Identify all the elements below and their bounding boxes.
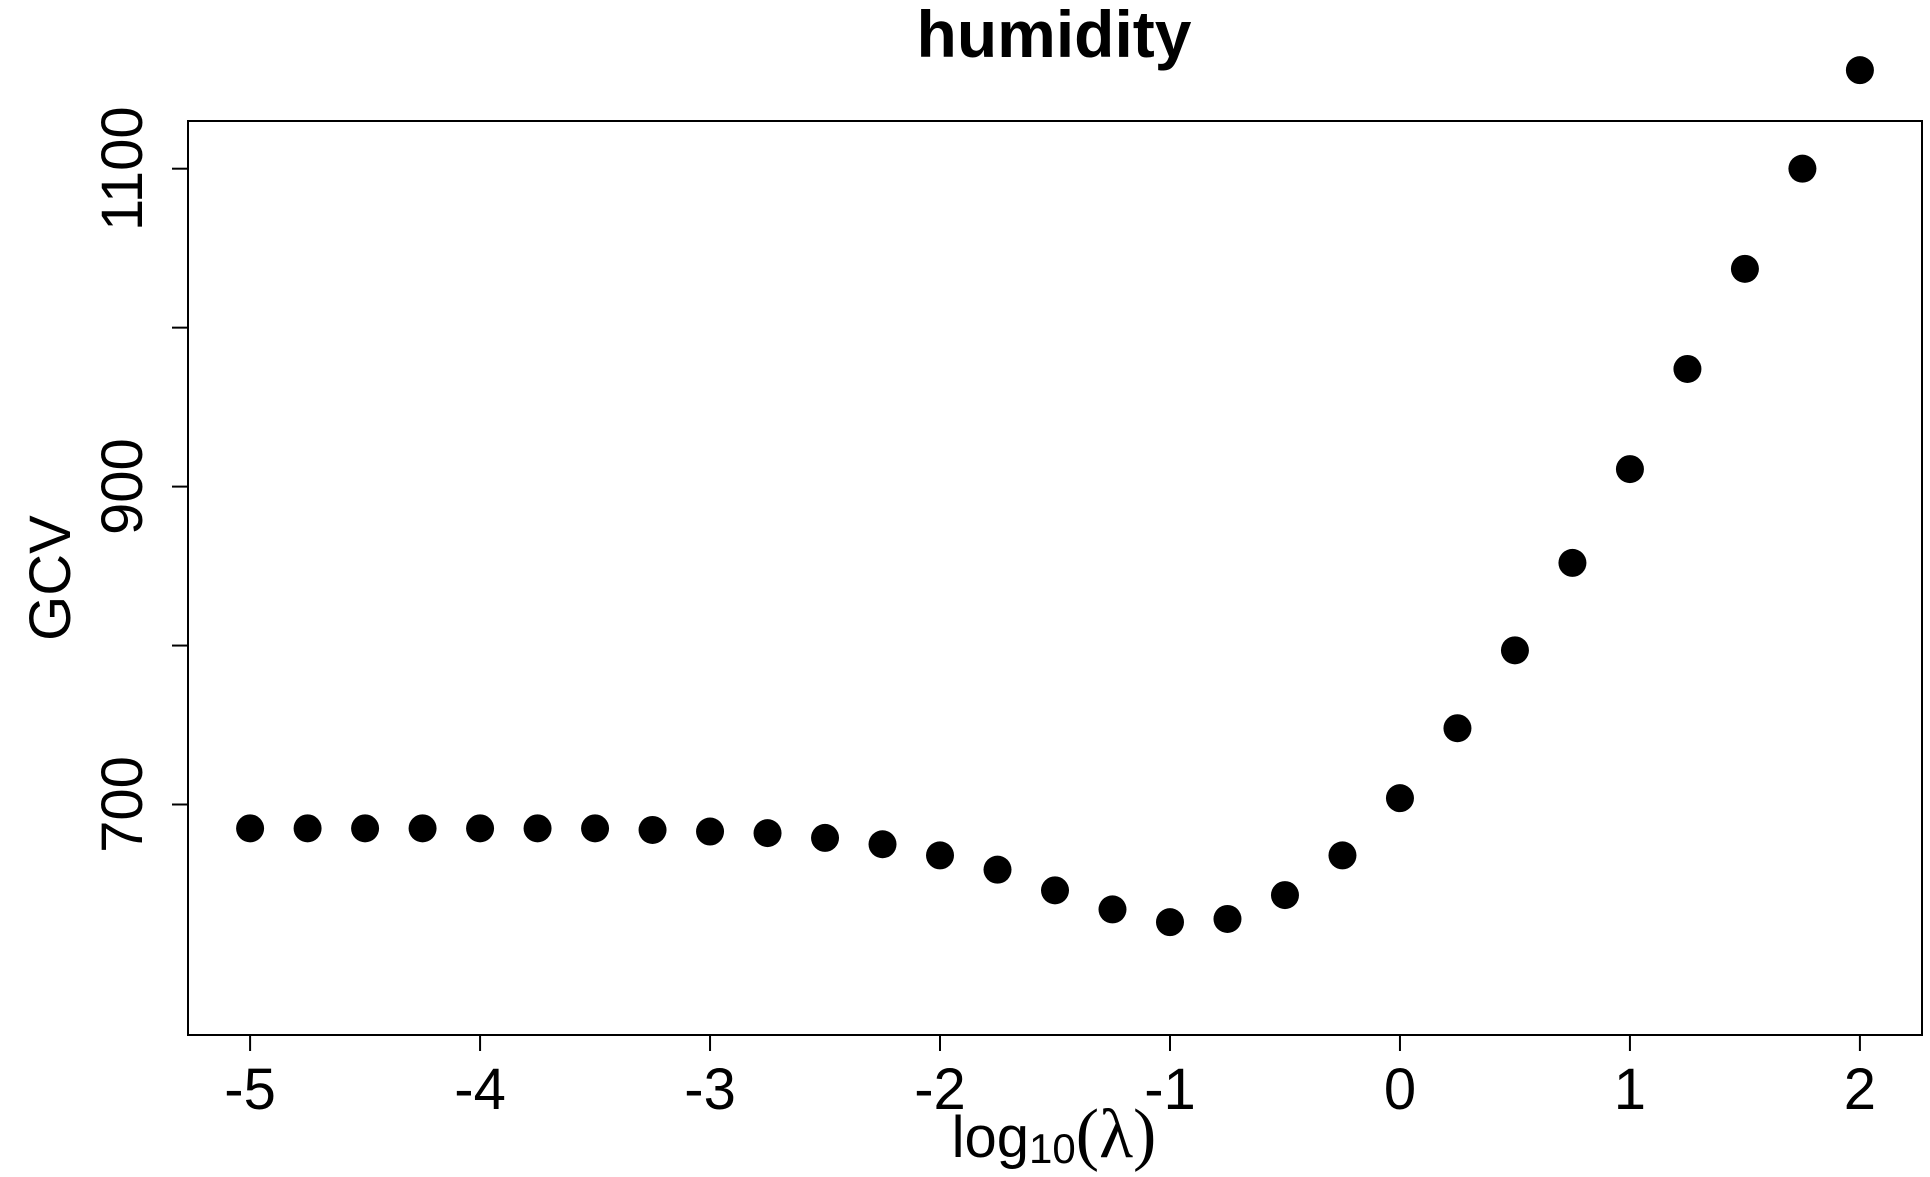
data-point [926, 841, 955, 870]
data-point [236, 814, 265, 843]
data-point [1385, 784, 1414, 813]
x-tick-label: -5 [224, 1057, 276, 1122]
data-point [1558, 548, 1587, 577]
x-axis-title: log10(λ) [952, 1096, 1157, 1173]
x-tick-label: 0 [1384, 1057, 1416, 1122]
x-tick-label: -2 [914, 1057, 966, 1122]
x-axis: -5 -4 -3 -2 -1 0 1 2 [224, 1034, 1876, 1122]
x-axis-title-lambda: λ [1099, 1096, 1133, 1173]
y-tick-label: 1100 [90, 106, 155, 231]
data-point [811, 823, 840, 852]
data-point [1041, 876, 1069, 905]
y-axis: 700 900 1100 [90, 106, 189, 853]
x-axis-title-open-paren: ( [1076, 1096, 1099, 1173]
data-point [638, 815, 667, 844]
data-point [1155, 908, 1184, 937]
data-point [1213, 904, 1242, 933]
data-point [1270, 881, 1299, 910]
data-point [1443, 714, 1472, 743]
x-tick-label: -3 [684, 1057, 736, 1122]
data-point [293, 814, 322, 843]
data-point [1730, 254, 1759, 283]
data-points [236, 56, 1874, 937]
data-point [1098, 895, 1127, 924]
data-point [581, 814, 610, 843]
data-point [696, 817, 725, 846]
x-tick-label: 1 [1614, 1057, 1646, 1122]
data-point [868, 830, 897, 859]
x-tick-label: 2 [1844, 1057, 1876, 1122]
data-point [1845, 56, 1874, 85]
x-tick-label: -4 [454, 1057, 506, 1122]
data-point [1500, 636, 1529, 665]
data-point [1328, 841, 1357, 870]
data-point [1615, 455, 1644, 484]
data-point [523, 814, 552, 843]
x-axis-title-subscript: 10 [1029, 1125, 1076, 1172]
data-point [351, 814, 380, 843]
x-axis-title-base: log [952, 1105, 1029, 1170]
y-tick-label: 700 [90, 756, 155, 853]
y-tick-label: 900 [90, 438, 155, 535]
data-point [1788, 154, 1817, 183]
y-axis-title: GCV [18, 515, 83, 641]
data-point [753, 819, 782, 848]
data-point [983, 855, 1012, 884]
x-axis-title-close-paren: ) [1133, 1096, 1156, 1173]
x-tick-label: -1 [1144, 1057, 1196, 1122]
data-point [466, 814, 495, 843]
data-point [408, 814, 437, 843]
chart-title: humidity [917, 0, 1192, 71]
data-point [1673, 354, 1702, 383]
